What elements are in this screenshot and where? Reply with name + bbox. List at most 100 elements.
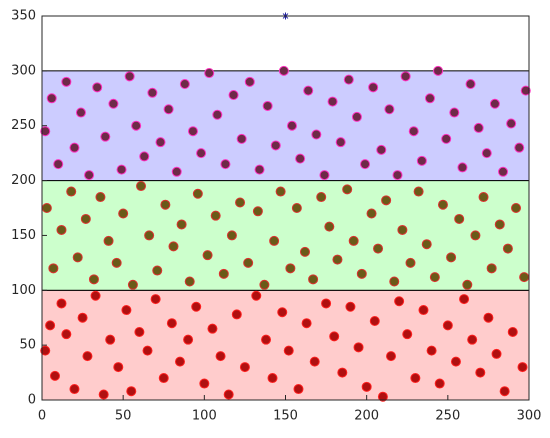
point [75, 107, 86, 118]
point [61, 329, 72, 340]
point [218, 268, 229, 279]
point [426, 345, 437, 356]
point [158, 373, 169, 384]
point [457, 162, 468, 173]
point [144, 230, 155, 241]
point [332, 254, 343, 265]
point [491, 348, 502, 359]
band [41, 70, 530, 182]
y-tick-label: 300 [11, 63, 36, 78]
point [196, 148, 207, 159]
point [183, 334, 194, 345]
point [95, 192, 106, 203]
point [489, 98, 500, 109]
y-tick-label: 50 [19, 338, 36, 353]
point [184, 276, 195, 287]
point [226, 230, 237, 241]
point [259, 279, 270, 290]
point [134, 326, 145, 337]
point [82, 351, 93, 362]
point [377, 391, 388, 402]
point [49, 370, 60, 381]
point [386, 351, 397, 362]
point [321, 298, 332, 309]
point [269, 235, 280, 246]
point [462, 279, 473, 290]
point [348, 235, 359, 246]
y-tick-label: 200 [11, 173, 36, 188]
point [343, 74, 354, 85]
point [467, 334, 478, 345]
point [353, 342, 364, 353]
point [163, 104, 174, 115]
point [519, 272, 530, 283]
point [301, 318, 312, 329]
point [342, 184, 353, 195]
point [121, 305, 132, 316]
point [408, 126, 419, 137]
point [116, 164, 127, 175]
x-tick-label: 300 [517, 409, 542, 424]
point [192, 188, 203, 199]
point [171, 166, 182, 177]
point [113, 362, 124, 373]
point [424, 93, 435, 104]
point [155, 137, 166, 148]
point [40, 345, 51, 356]
point [215, 351, 226, 362]
point [176, 219, 187, 230]
point [46, 93, 57, 104]
y-tick-label: 100 [11, 283, 36, 298]
point [191, 301, 202, 312]
point [53, 159, 64, 170]
point [252, 206, 263, 217]
point [90, 290, 101, 301]
point [311, 129, 322, 140]
point [291, 203, 302, 213]
point [69, 142, 80, 153]
point [400, 71, 411, 82]
point [481, 148, 492, 159]
y-tick-label: 250 [11, 118, 36, 133]
point [207, 323, 218, 334]
point [392, 170, 403, 181]
point [136, 181, 147, 192]
point [449, 107, 460, 118]
point [147, 87, 158, 98]
point [345, 301, 356, 312]
x-tick-label: 250 [435, 409, 460, 424]
point [168, 241, 179, 252]
point [66, 186, 77, 197]
point [498, 166, 509, 177]
point [228, 89, 239, 100]
x-tick-label: 50 [115, 409, 132, 424]
point [337, 367, 348, 378]
point [483, 312, 494, 323]
point [360, 159, 371, 170]
point [437, 199, 448, 210]
point [410, 373, 421, 384]
point [262, 100, 273, 111]
point [199, 378, 210, 389]
point [309, 356, 320, 367]
point [142, 345, 153, 356]
point [285, 263, 296, 274]
point [459, 294, 470, 305]
point [80, 213, 91, 224]
point [356, 268, 367, 279]
point [475, 367, 486, 378]
point [278, 65, 289, 76]
point [335, 137, 346, 148]
point [478, 192, 489, 203]
point [166, 318, 177, 329]
point [517, 362, 528, 373]
point [465, 79, 476, 90]
point [454, 213, 465, 224]
point [450, 356, 461, 367]
point [499, 386, 510, 397]
point [223, 389, 234, 400]
point [105, 334, 116, 345]
point [376, 144, 387, 155]
point [56, 224, 67, 235]
point [329, 331, 340, 342]
